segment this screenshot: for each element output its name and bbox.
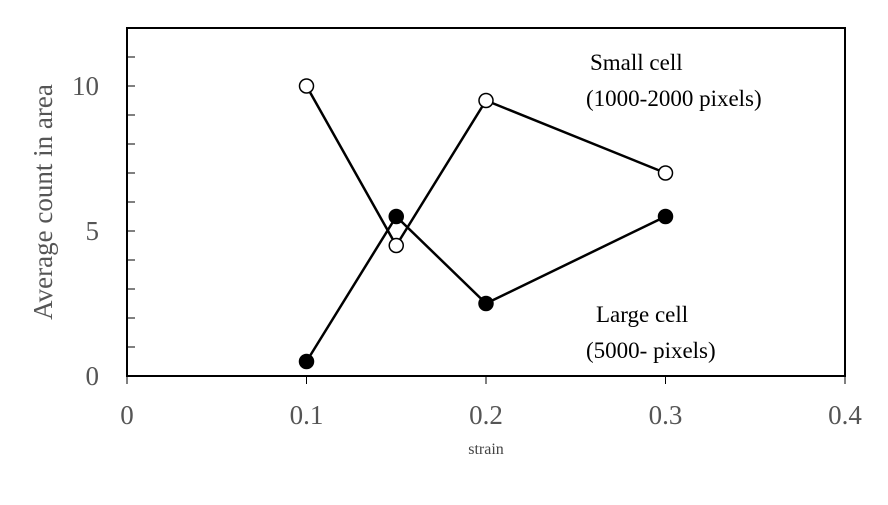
annotation-small-cell-line-1: Small cell xyxy=(590,50,683,75)
plot-area xyxy=(126,27,846,377)
x-tick-label: 0.4 xyxy=(828,400,862,430)
series-2-line xyxy=(305,215,667,363)
annotation-large-cell: Large cell (5000- pixels) xyxy=(586,302,716,363)
series-1-point xyxy=(478,92,494,109)
annotation-small-cell: Small cell (1000-2000 pixels) xyxy=(586,50,762,111)
y-tick-label: 5 xyxy=(86,216,100,246)
series-2-point xyxy=(657,208,674,225)
series-2-point xyxy=(478,295,494,312)
x-tick-label: 0.1 xyxy=(290,400,324,430)
series-lines xyxy=(305,85,667,363)
x-tick-labels: 0 0.1 0.2 0.3 0.4 xyxy=(120,400,862,430)
series-1-point xyxy=(298,78,315,94)
series-markers xyxy=(298,78,674,370)
y-minor-ticks xyxy=(127,56,135,348)
x-tick-label: 0 xyxy=(120,400,134,430)
x-tick-label: 0.2 xyxy=(469,400,503,430)
annotation-large-cell-line-2: (5000- pixels) xyxy=(586,338,716,363)
annotation-large-cell-line-1: Large cell xyxy=(596,302,688,327)
y-axis-label: Average count in area xyxy=(28,84,58,320)
series-1-point xyxy=(388,237,404,254)
x-tick-label: 0.3 xyxy=(649,400,683,430)
y-tick-label: 10 xyxy=(72,71,99,101)
x-ticks xyxy=(126,376,846,384)
x-axis-label: strain xyxy=(468,441,504,458)
series-2-point xyxy=(388,208,404,225)
series-1-point xyxy=(657,165,674,181)
series-1-line xyxy=(305,85,666,247)
y-tick-label: 0 xyxy=(86,361,100,391)
series-2-point xyxy=(298,353,315,370)
annotation-small-cell-line-2: (1000-2000 pixels) xyxy=(586,86,762,111)
y-tick-labels: 0 5 10 xyxy=(72,71,99,391)
